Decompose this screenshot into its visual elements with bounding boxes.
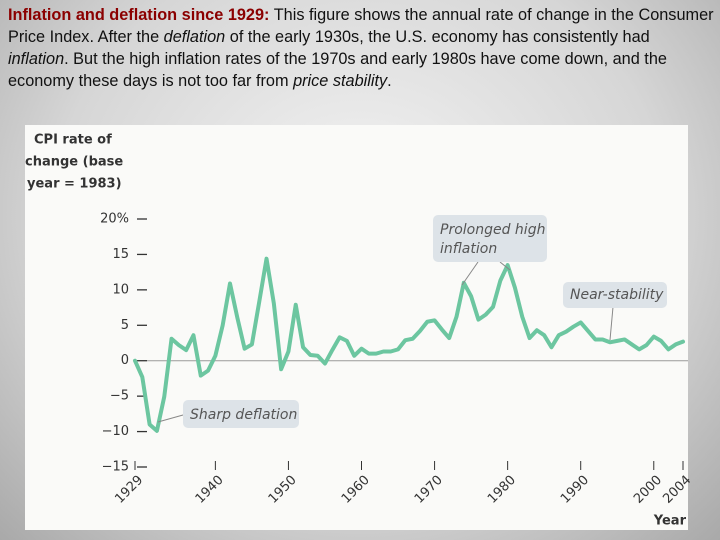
pointer	[461, 261, 479, 286]
annotation: Sharp deflation	[190, 407, 297, 423]
y-axis-label: CPI rate of	[34, 133, 112, 148]
y-tick-label: 15	[112, 247, 129, 262]
pointer	[157, 414, 184, 423]
pointer	[609, 306, 614, 341]
pointer	[499, 261, 511, 271]
y-tick-label: −15	[102, 460, 129, 475]
annotations: Sharp deflation Prolonged high inflation…	[157, 215, 667, 428]
y-axis-label: year = 1983)	[27, 177, 122, 192]
caption-text: This figure shows the annual rate of cha…	[8, 6, 714, 46]
caption-term: price stability	[293, 72, 388, 90]
y-tick-label: −10	[102, 424, 129, 439]
x-axis-label: Year	[653, 514, 687, 529]
y-tick-label: 5	[121, 318, 129, 333]
caption-text: of the early 1930s, the U.S. economy has…	[225, 28, 650, 46]
annotation-box	[563, 282, 667, 308]
y-tick-label: 0	[121, 353, 129, 368]
annotation: Near-stability	[570, 287, 664, 303]
caption-term: inflation	[8, 50, 65, 68]
data-line	[133, 256, 685, 433]
caption-term: deflation	[163, 28, 226, 46]
y-tick-label: −5	[110, 389, 129, 404]
caption-lead: Inflation and deflation since 1929:	[8, 6, 270, 24]
y-axis-label: change (base	[25, 155, 123, 170]
annotation: inflation	[440, 241, 497, 257]
y-tick-label: 10	[112, 282, 129, 297]
annotation-box	[433, 215, 547, 262]
caption: Inflation and deflation since 1929: This…	[8, 4, 714, 92]
caption-text: . But the high inflation rates of the 19…	[8, 50, 667, 90]
caption-text: .	[387, 72, 392, 90]
annotation: Prolonged high	[440, 222, 545, 238]
annotation-box	[183, 400, 299, 428]
y-tick-label: 20%	[100, 212, 129, 227]
